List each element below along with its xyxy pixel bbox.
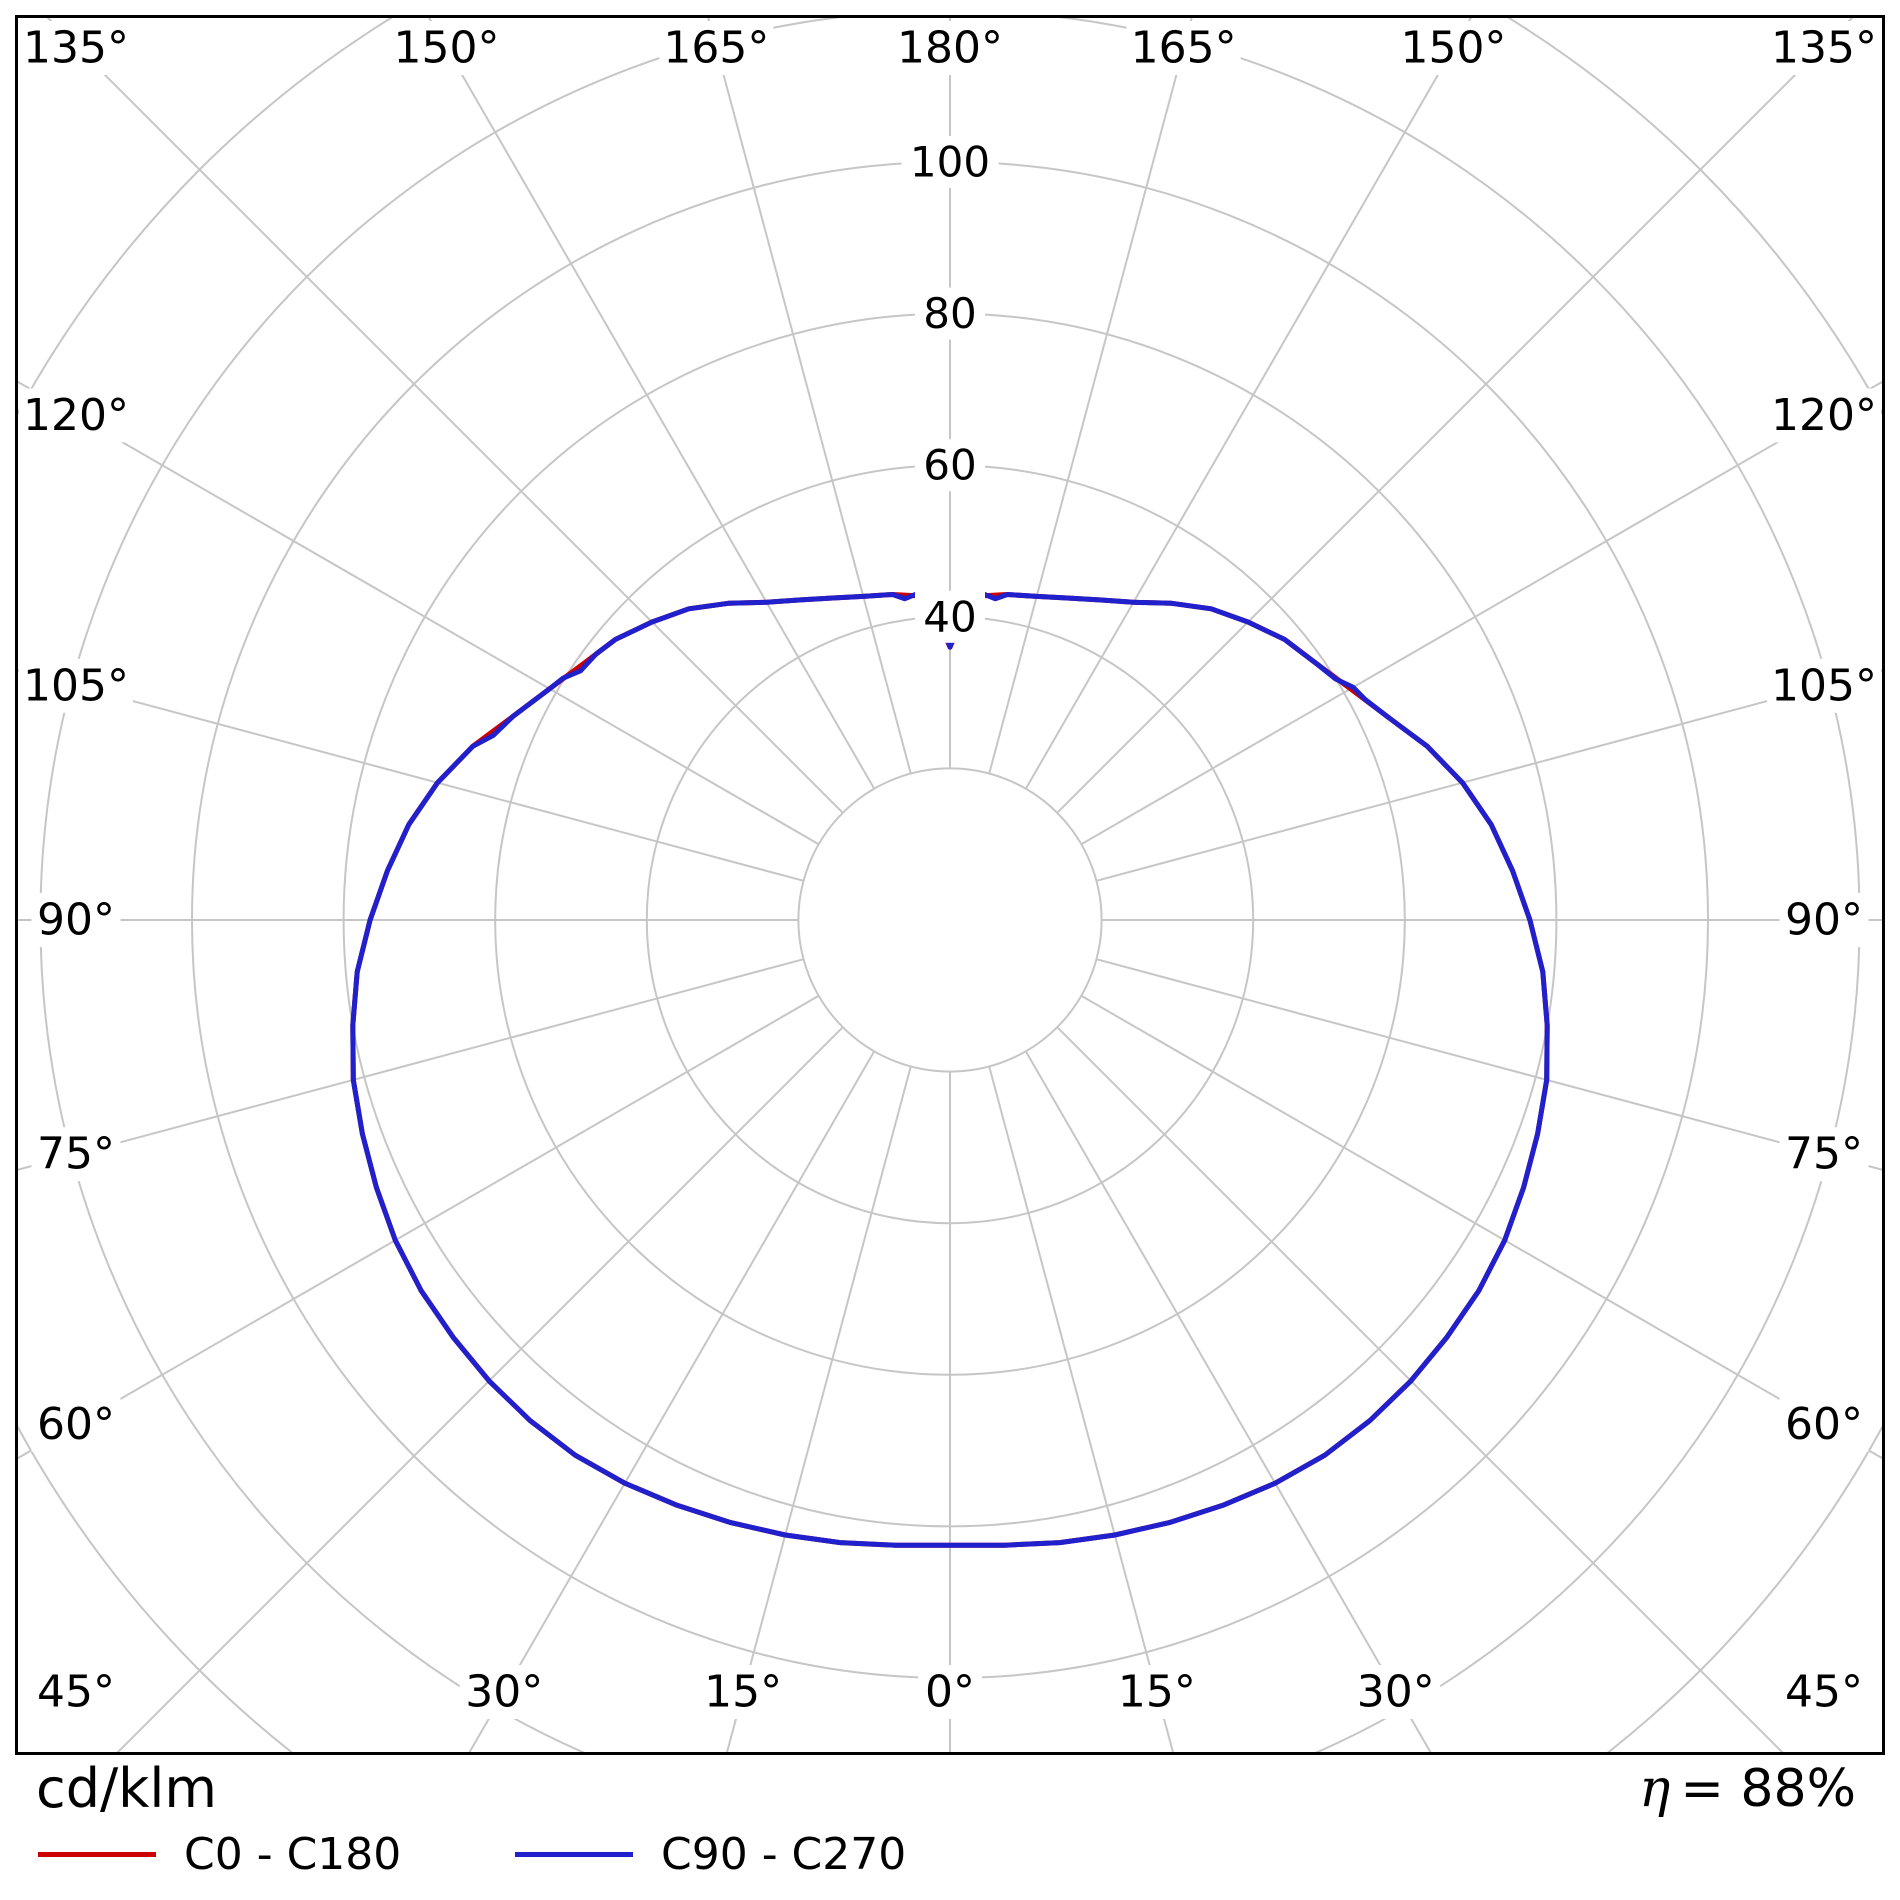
angle-label-bg (1396, 21, 1511, 75)
radial-tick-label: 40 (923, 592, 976, 641)
angle-label-bg (31, 1127, 121, 1182)
legend-line-c90-c270 (515, 1852, 633, 1857)
angle-label-bg (31, 1397, 121, 1452)
angle-label: 75° (37, 1129, 115, 1180)
angular-grid-line (18, 994, 820, 1460)
footer: cd/klm η = 88% C0 - C180 C90 - C270 (0, 1755, 1900, 1900)
chart-border (15, 15, 1885, 1755)
angular-grid-line (46, 18, 844, 814)
legend-item-c0-c180: C0 - C180 (38, 1829, 401, 1880)
eta-symbol: η (1639, 1759, 1671, 1819)
angle-label: 180° (897, 23, 1003, 74)
angle-label-bg (1779, 893, 1869, 947)
legend-line-c0-c180 (38, 1852, 156, 1857)
angle-label-bg (893, 21, 1007, 75)
angular-grid-line (1096, 669, 1882, 882)
angular-grid-line (1056, 18, 1854, 814)
angle-label: 120° (1771, 390, 1877, 441)
angle-label: 165° (1131, 23, 1237, 74)
angle-label-bg (459, 1665, 549, 1719)
angle-label-bg (31, 893, 121, 947)
angle-label-bg (1779, 1127, 1869, 1182)
angle-label: 15° (1118, 1667, 1196, 1718)
angle-label: 135° (23, 23, 129, 74)
radial-tick-label-bg (901, 136, 999, 188)
angle-label: 60° (37, 1399, 115, 1450)
angular-grid-line (988, 18, 1193, 774)
angular-grid-line (18, 958, 804, 1171)
angle-label-bg (1351, 1665, 1441, 1719)
angle-label: 0° (925, 1667, 975, 1718)
legend-label-c0-c180: C0 - C180 (184, 1829, 402, 1880)
angular-grid-line (1024, 1050, 1432, 1752)
efficiency-text: = 88% (1680, 1759, 1856, 1819)
polar-chart: 40 60 80 100 0° 15° 15° 30° 30° 45° 45° 60° 60° 75° 75… (15, 15, 1885, 1755)
angle-label-bg (659, 21, 774, 75)
angle-label-bg (19, 658, 133, 713)
angle-label-bg (1767, 21, 1881, 75)
angle-label: 60° (1785, 1399, 1863, 1450)
unit-label: cd/klm (36, 1757, 218, 1820)
angle-label-bg (1779, 1397, 1869, 1452)
angle-label: 75° (1785, 1129, 1863, 1180)
angle-label-bg (31, 1665, 121, 1719)
angular-grid-line (18, 380, 820, 846)
angle-label: 135° (1771, 23, 1877, 74)
radial-grid-circle (797, 767, 1103, 1073)
radial-tick-label-bg (915, 287, 985, 340)
radial-tick-label: 100 (910, 138, 990, 187)
efficiency-value: η = 88% (1639, 1759, 1856, 1819)
angle-label: 105° (23, 660, 129, 711)
series-curves (350, 591, 1550, 1548)
angle-label-bg (19, 388, 133, 443)
radial-tick-label: 60 (923, 441, 976, 490)
angle-label: 120° (23, 390, 129, 441)
angle-label-bg (1767, 388, 1881, 443)
angle-label: 30° (465, 1667, 543, 1718)
radial-tick-label-bg (915, 590, 985, 643)
angular-grid-line (116, 1026, 844, 1752)
angular-grid-line (468, 1050, 876, 1752)
radial-tick-label-bg (915, 439, 985, 492)
angle-label: 90° (37, 895, 115, 946)
angular-grid-line (1056, 1026, 1784, 1752)
angular-grid-line (1096, 958, 1882, 1171)
angle-label: 15° (704, 1667, 782, 1718)
angle-label: 45° (1785, 1667, 1863, 1718)
legend-label-c90-c270: C90 - C270 (661, 1829, 907, 1880)
angular-grid-line (18, 669, 804, 882)
radial-tick-label: 80 (923, 289, 976, 338)
angle-label: 150° (394, 23, 500, 74)
angular-grid-line (428, 18, 876, 790)
angle-label-bg (1779, 1665, 1869, 1719)
angle-label: 165° (663, 23, 769, 74)
angular-grid-line (707, 18, 912, 774)
angle-label: 105° (1771, 660, 1877, 711)
legend-item-c90-c270: C90 - C270 (515, 1829, 906, 1880)
series-curve-c90-c270 (350, 591, 1550, 1548)
polar-grid (18, 18, 1882, 1752)
angle-label-bg (1767, 658, 1881, 713)
axis-labels: 40 60 80 100 0° 15° 15° 30° 30° 45° 45° 60° 60° 75° 75… (19, 21, 1881, 1719)
angle-label: 150° (1400, 23, 1506, 74)
angular-grid-line (726, 1066, 912, 1752)
angle-label-bg (19, 21, 133, 75)
angle-label: 90° (1785, 895, 1863, 946)
angle-label-bg (389, 21, 504, 75)
angular-grid-line (1080, 994, 1882, 1460)
angle-label-bg (1112, 1665, 1202, 1719)
angular-grid-line (988, 1066, 1174, 1752)
angle-label: 30° (1357, 1667, 1435, 1718)
angle-label-bg (918, 1665, 982, 1719)
angle-label-bg (698, 1665, 788, 1719)
angle-label-bg (1126, 21, 1241, 75)
angular-grid-line (1080, 380, 1882, 846)
angle-label: 45° (37, 1667, 115, 1718)
angular-grid-line (1024, 18, 1472, 790)
